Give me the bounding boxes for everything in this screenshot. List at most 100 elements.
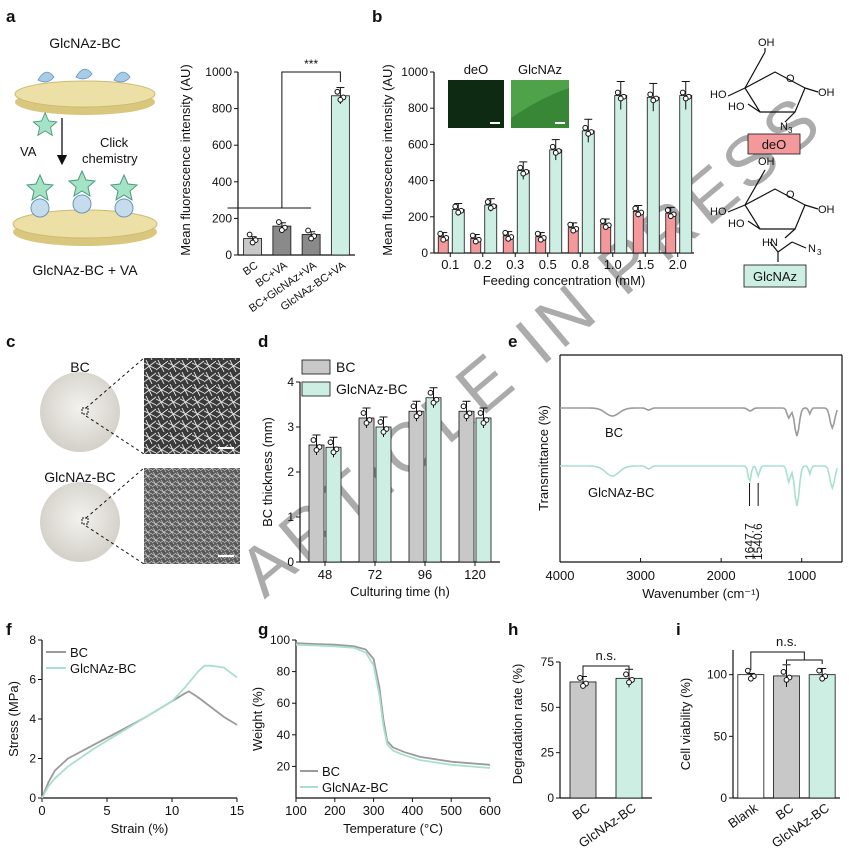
bc-sem-image — [144, 358, 240, 454]
data-point — [455, 209, 462, 216]
data-point — [580, 683, 586, 689]
data-point — [617, 95, 624, 102]
data-point — [363, 420, 370, 426]
bc-disc-top-surface — [14, 80, 156, 108]
data-point — [747, 675, 754, 682]
y-axis-label: Cell viability (%) — [678, 678, 693, 770]
data-point — [377, 419, 384, 425]
chart-b: 0 200 400 600 800 1000 Mean fluorescence inten… — [380, 64, 694, 288]
x-tick-label: 4000 — [546, 568, 575, 583]
data-point — [305, 227, 312, 234]
x-tick-label: 96 — [418, 567, 432, 582]
data-point — [246, 231, 253, 238]
svg-text:HO: HO — [710, 206, 727, 218]
data-point — [667, 213, 674, 220]
data-point — [440, 236, 447, 243]
zoom-lines — [85, 357, 145, 455]
panel-c-label-bc: BC — [70, 359, 89, 375]
x-tick-label: 400 — [402, 803, 424, 818]
x-tick-label: 72 — [368, 567, 382, 582]
panel-letter-g: g — [258, 620, 268, 639]
data-point — [682, 95, 689, 102]
x-tick-label: 1.0 — [604, 257, 622, 272]
inset-glcnaz-texture — [511, 88, 569, 128]
bar-GlcNAz-BC-48 — [325, 446, 342, 563]
data-point — [308, 235, 315, 242]
y-tick-label: 200 — [212, 211, 232, 225]
va-conjugates — [25, 169, 139, 218]
data-point — [484, 199, 491, 205]
y-tick-label: 20 — [277, 759, 291, 773]
x-tick-label: 0.2 — [474, 257, 492, 272]
data-point — [816, 667, 823, 674]
bar-BC — [773, 675, 800, 799]
y-tick-label: 600 — [212, 138, 232, 152]
data-point — [577, 675, 583, 681]
data-point — [570, 227, 577, 234]
deo-structure — [727, 48, 819, 123]
data-point — [632, 205, 639, 212]
data-point — [472, 238, 479, 245]
data-point — [635, 211, 642, 218]
x-tick-label: 1000 — [787, 568, 816, 583]
svg-text:O: O — [786, 189, 795, 201]
x-tick-label: 1.5 — [636, 257, 654, 272]
panel-letter-e: e — [508, 332, 517, 351]
significance-label: n.s. — [776, 634, 797, 649]
x-tick-label: BC — [241, 260, 260, 279]
va-star-icon — [32, 111, 58, 137]
data-point — [505, 235, 512, 242]
y-tick-label: 2 — [287, 465, 294, 479]
data-point — [783, 677, 790, 683]
sem-scale-bar — [218, 555, 234, 557]
x-tick-label: BC — [569, 800, 592, 823]
x-tick-label: 100 — [285, 803, 307, 818]
data-point — [502, 229, 509, 236]
svg-text:HO: HO — [710, 89, 727, 101]
x-tick-label: 3000 — [626, 568, 655, 583]
y-axis-label: Degradation rate (%) — [510, 664, 525, 785]
y-axis-label: Weight (%) — [250, 687, 265, 751]
y-tick-label: 0 — [29, 791, 36, 805]
y-tick-label: 0 — [547, 791, 554, 805]
bar-GlcNAz-0.2 — [484, 204, 498, 254]
y-tick-label: 50 — [541, 700, 555, 714]
svg-text:N: N — [780, 121, 788, 133]
data-point — [517, 164, 524, 171]
y-tick-label: 100 — [270, 633, 290, 647]
bar-deO-2.0 — [665, 212, 677, 254]
panel-letter-a: a — [6, 7, 16, 26]
data-point — [650, 97, 657, 104]
bar-BC-120 — [458, 410, 475, 563]
bar-GlcNAz-BC — [615, 677, 643, 799]
y-tick-label: 50 — [714, 729, 728, 743]
click-chemistry-label: Click chemistry — [82, 135, 138, 166]
data-point — [487, 205, 494, 211]
bar-GlcNAz-0.8 — [581, 130, 595, 254]
panel-letter-b: b — [372, 7, 382, 26]
y-tick-label: 60 — [277, 696, 291, 710]
legend-label: BC — [336, 359, 355, 375]
y-axis-label: Mean fluorescence intensity (AU) — [178, 64, 193, 255]
data-point — [626, 679, 632, 686]
svg-text:OH: OH — [758, 37, 775, 49]
bar-GlcNAz-BC-120 — [475, 417, 492, 563]
data-point — [549, 143, 556, 150]
significance-label: *** — [304, 57, 318, 71]
chart-f: 0 2 4 6 8 0 5 10 15 Stress (MPa) Strain (%) BCGlcNA… — [6, 633, 244, 836]
data-point — [623, 671, 629, 678]
y-tick-label: 0 — [421, 246, 428, 260]
glcnaz-label-box — [743, 264, 807, 288]
chart-d: 0 1 2 3 4 BC thickness (mm) 48 72 96 120 Culturing… — [260, 359, 500, 599]
deo-label-box — [747, 133, 801, 155]
legend-label: GlcNAz-BC — [336, 381, 408, 397]
data-point — [380, 429, 387, 435]
x-tick-label: 300 — [363, 803, 385, 818]
panel-letter-d: d — [258, 332, 268, 351]
x-tick-label: BC — [773, 800, 796, 823]
data-point — [537, 236, 544, 243]
y-tick-label: 1000 — [205, 65, 232, 79]
